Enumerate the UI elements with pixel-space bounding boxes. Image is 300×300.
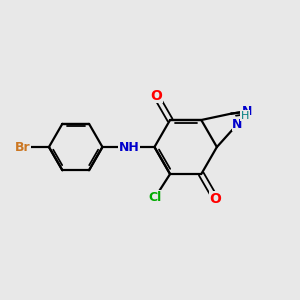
Text: O: O	[150, 88, 162, 103]
Text: H: H	[241, 111, 249, 121]
Text: NH: NH	[119, 140, 140, 154]
Text: Cl: Cl	[148, 191, 162, 204]
Text: N: N	[242, 105, 253, 118]
Text: Br: Br	[14, 140, 30, 154]
Text: N: N	[232, 118, 242, 131]
Text: O: O	[209, 191, 221, 206]
